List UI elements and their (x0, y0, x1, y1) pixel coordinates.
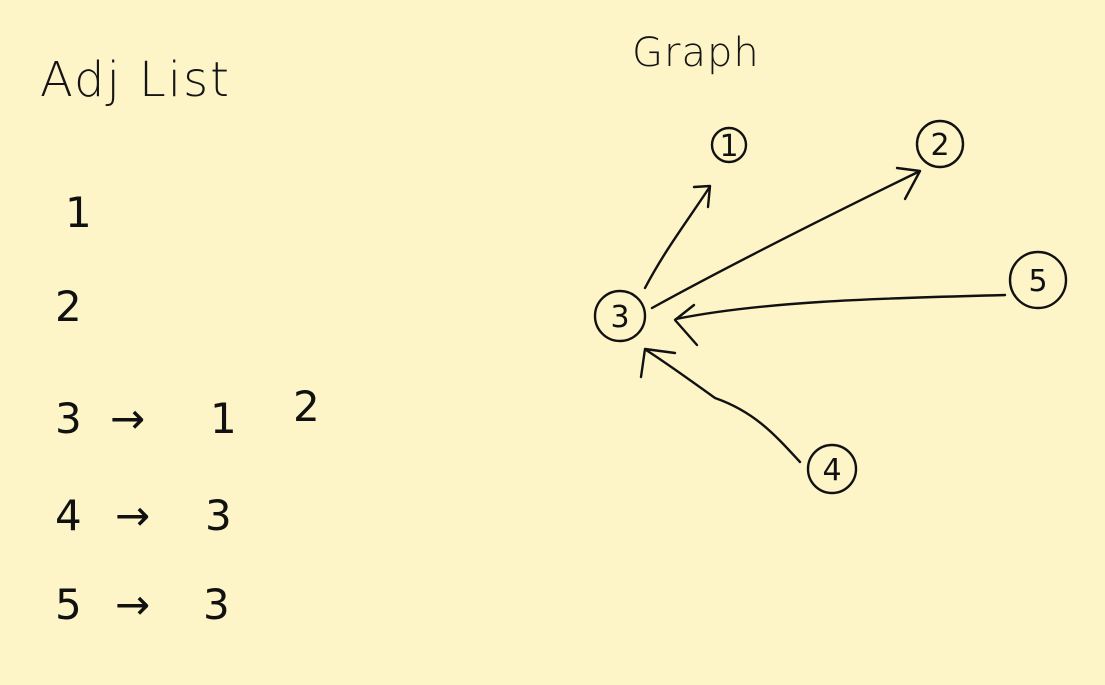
adj-row-target: 3 (203, 580, 230, 629)
arrowhead (895, 166, 922, 201)
adj-row-target: 2 (293, 382, 320, 431)
adj-row-node: 5 (55, 580, 82, 629)
node-circle (593, 289, 647, 343)
graph-edge-3-to-1 (643, 184, 712, 290)
arrowhead (692, 184, 712, 209)
adj-row-target: 1 (210, 394, 237, 443)
graph-edge-3-to-2 (650, 166, 922, 310)
adj-row-arrow: → (115, 491, 151, 540)
node-label: 4 (822, 453, 841, 488)
edge-line (644, 348, 802, 464)
arrowhead (639, 347, 677, 379)
adj-row-node: 1 (65, 188, 92, 237)
node-label: 2 (930, 128, 949, 163)
graph-edge-5-to-3 (673, 293, 1007, 347)
node-label: 1 (719, 129, 738, 164)
edge-line (650, 170, 920, 310)
graph-node-3: 3 (593, 289, 647, 343)
graph-node-5: 5 (1008, 250, 1068, 310)
adj-row-arrow: → (110, 394, 146, 443)
graph-node-1: 1 (710, 126, 748, 164)
node-circle (1008, 250, 1068, 310)
graph-title: Graph (632, 30, 760, 76)
graph-node-2: 2 (915, 119, 965, 169)
adj-row-target: 3 (205, 491, 232, 540)
node-label: 5 (1028, 264, 1047, 299)
adj-row-node: 4 (55, 491, 82, 540)
graph-edge-4-to-3 (639, 347, 802, 464)
adj-row-node: 2 (55, 282, 82, 331)
adj-row-node: 3 (55, 394, 82, 443)
node-label: 3 (610, 300, 629, 335)
arrowhead (673, 303, 699, 347)
node-circle (806, 443, 858, 495)
edge-line (674, 293, 1007, 321)
adj-row-arrow: → (115, 580, 151, 629)
node-circle (710, 126, 748, 164)
node-circle (915, 119, 965, 169)
edge-line (643, 186, 711, 290)
adj-list-title: Adj List (40, 52, 231, 108)
graph-node-4: 4 (806, 443, 858, 495)
